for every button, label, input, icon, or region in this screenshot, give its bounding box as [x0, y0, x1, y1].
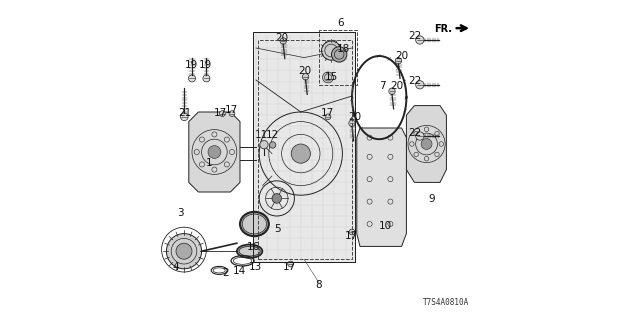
Text: 3: 3	[177, 208, 184, 218]
Text: 11: 11	[255, 130, 268, 140]
Polygon shape	[357, 128, 406, 246]
Text: 17: 17	[283, 262, 296, 272]
Text: 17: 17	[214, 108, 227, 118]
Circle shape	[416, 81, 424, 89]
Ellipse shape	[242, 214, 267, 234]
Text: 7: 7	[379, 81, 386, 92]
Bar	[258, 40, 352, 259]
Text: 17: 17	[321, 108, 333, 118]
Circle shape	[349, 229, 355, 235]
Polygon shape	[406, 106, 447, 182]
Text: 20: 20	[276, 33, 289, 43]
Text: 20: 20	[348, 112, 361, 122]
Text: 20: 20	[390, 81, 403, 91]
Text: 12: 12	[266, 130, 279, 140]
Circle shape	[322, 41, 341, 60]
Text: 2: 2	[222, 268, 229, 278]
Text: 5: 5	[275, 224, 281, 234]
Circle shape	[229, 111, 235, 116]
Circle shape	[203, 75, 210, 82]
Text: 9: 9	[428, 194, 435, 204]
Circle shape	[416, 132, 424, 140]
Text: 19: 19	[185, 60, 198, 70]
Text: T7S4A0810A: T7S4A0810A	[422, 298, 468, 307]
Ellipse shape	[237, 244, 262, 258]
Text: 22: 22	[409, 128, 422, 138]
Circle shape	[349, 120, 355, 126]
Text: 20: 20	[395, 51, 408, 61]
Circle shape	[208, 146, 221, 158]
Text: 13: 13	[249, 262, 262, 272]
Text: 8: 8	[316, 280, 322, 291]
Text: 15: 15	[324, 72, 338, 83]
Text: 6: 6	[337, 18, 344, 28]
Text: 18: 18	[337, 44, 349, 54]
Circle shape	[260, 140, 268, 149]
Bar	[253, 32, 355, 262]
Circle shape	[180, 113, 188, 121]
Circle shape	[396, 58, 402, 64]
Text: 10: 10	[379, 220, 392, 231]
Circle shape	[166, 234, 202, 269]
Polygon shape	[189, 112, 240, 192]
Text: 17: 17	[345, 231, 358, 241]
Circle shape	[416, 36, 424, 44]
Circle shape	[220, 111, 225, 116]
Text: 17: 17	[225, 105, 237, 116]
Circle shape	[325, 114, 331, 120]
Text: 22: 22	[409, 31, 422, 41]
Circle shape	[389, 88, 396, 94]
Text: 14: 14	[233, 266, 246, 276]
Ellipse shape	[239, 246, 260, 256]
Circle shape	[291, 144, 310, 163]
Circle shape	[303, 74, 309, 80]
Text: 4: 4	[172, 262, 179, 272]
Bar	[253, 32, 355, 262]
Circle shape	[188, 75, 196, 82]
Text: 16: 16	[247, 242, 260, 252]
Circle shape	[332, 47, 347, 62]
Text: FR.: FR.	[434, 24, 452, 35]
Bar	[319, 30, 357, 85]
Circle shape	[421, 139, 432, 149]
Text: 20: 20	[298, 66, 312, 76]
Circle shape	[280, 38, 287, 44]
Circle shape	[176, 243, 192, 259]
Text: 21: 21	[179, 108, 191, 118]
Text: 22: 22	[409, 76, 422, 86]
Text: 1: 1	[205, 158, 212, 168]
Circle shape	[269, 142, 276, 148]
Ellipse shape	[240, 212, 269, 236]
Circle shape	[272, 194, 282, 203]
Text: 19: 19	[199, 60, 212, 70]
Circle shape	[323, 72, 333, 83]
Circle shape	[288, 261, 293, 267]
